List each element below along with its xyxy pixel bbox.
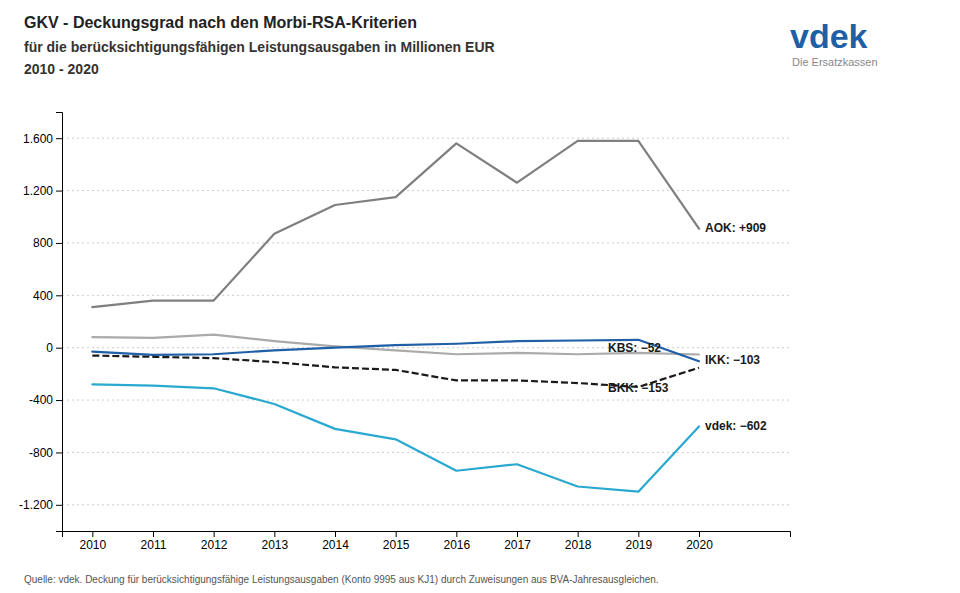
subtitle: für die berücksichtigungsfähigen Leistun… <box>24 39 495 55</box>
grid-line <box>62 190 790 191</box>
y-tick-label: 1.200 <box>23 184 53 198</box>
x-tick-mark <box>214 531 215 537</box>
x-tick-mark <box>699 531 700 537</box>
grid-line <box>62 504 790 505</box>
y-tick-label: 400 <box>33 289 53 303</box>
x-tick: 2013 <box>261 531 288 552</box>
y-tick-label: 800 <box>33 236 53 250</box>
annotations: AOK: +909 KBS: −52 IKK: −103 BKK: −153 vdek:… <box>608 221 767 433</box>
x-tick: 2010 <box>79 531 106 552</box>
x-tick-label: 2016 <box>443 538 470 552</box>
x-tick-mark <box>578 531 579 537</box>
x-tick: 2020 <box>686 531 713 552</box>
x-tick-mark <box>517 531 518 537</box>
annotation: vdek: −602 <box>705 419 767 433</box>
y-axis: -1.200 -800 -400 0 400 800 1.200 1.600 <box>19 113 63 532</box>
y-tick: 800 <box>33 236 62 250</box>
title: GKV - Deckungsgrad nach den Morbi-RSA-Kr… <box>24 14 417 31</box>
y-tick: -400 <box>29 393 62 407</box>
grid-line <box>62 452 790 453</box>
x-tick-label: 2020 <box>686 538 713 552</box>
grid-line <box>62 295 790 296</box>
annotation: KBS: −52 <box>608 341 661 355</box>
y-tick-label: -400 <box>29 393 53 407</box>
annotation: AOK: +909 <box>705 221 766 235</box>
y-tick-label: 0 <box>46 341 53 355</box>
x-axis: 2010 2011 2012 2013 2014 2015 2016 2017 2018 2019… <box>63 531 791 552</box>
series-line <box>92 141 699 307</box>
x-tick-mark <box>638 531 639 537</box>
y-tick: -800 <box>29 446 62 460</box>
subtitle: 2010 - 2020 <box>24 61 99 77</box>
x-tick-label: 2014 <box>322 538 349 552</box>
x-tick-label: 2017 <box>504 538 531 552</box>
y-tick-label: 1.600 <box>23 132 53 146</box>
x-tick-label: 2015 <box>383 538 410 552</box>
x-axis-line <box>63 532 791 538</box>
chart: GKV - Deckungsgrad nach den Morbi-RSA-Kr… <box>0 0 960 593</box>
logo-text: vdek <box>790 17 868 55</box>
x-tick-mark <box>456 531 457 537</box>
x-tick-label: 2011 <box>141 538 167 552</box>
plot-area <box>92 141 699 492</box>
y-tick-label: -1.200 <box>19 498 53 512</box>
x-tick-mark <box>153 531 154 537</box>
annotation: BKK: −153 <box>608 381 669 395</box>
y-tick-mark <box>56 505 62 506</box>
x-tick-label: 2019 <box>625 538 652 552</box>
x-tick: 2011 <box>141 531 167 552</box>
y-tick-mark <box>56 295 62 296</box>
x-tick: 2016 <box>443 531 470 552</box>
x-tick: 2015 <box>383 531 410 552</box>
y-tick: 400 <box>33 289 62 303</box>
grid-line <box>62 400 790 401</box>
annotation: IKK: −103 <box>705 353 760 367</box>
y-tick: -1.200 <box>19 498 62 512</box>
x-tick-mark <box>92 531 93 537</box>
x-tick: 2012 <box>201 531 228 552</box>
y-tick: 1.600 <box>23 132 62 146</box>
y-tick-mark <box>56 452 62 453</box>
grid <box>62 138 790 505</box>
x-tick-label: 2018 <box>565 538 592 552</box>
grid-line <box>62 242 790 243</box>
x-tick: 2019 <box>625 531 652 552</box>
y-tick-mark <box>56 138 62 139</box>
x-tick: 2017 <box>504 531 531 552</box>
x-tick-label: 2010 <box>79 538 106 552</box>
y-tick-mark <box>56 348 62 349</box>
footnote: Quelle: vdek. Deckung für berücksichtigu… <box>24 574 659 585</box>
y-axis-line <box>56 113 63 532</box>
y-tick-label: -800 <box>29 446 53 460</box>
y-tick-mark <box>56 400 62 401</box>
x-tick-mark <box>274 531 275 537</box>
y-tick-mark <box>56 191 62 192</box>
x-tick-mark <box>396 531 397 537</box>
x-tick: 2018 <box>565 531 592 552</box>
series-line <box>92 384 699 491</box>
x-tick-mark <box>335 531 336 537</box>
grid-line <box>62 347 790 348</box>
x-tick: 2014 <box>322 531 349 552</box>
x-tick-label: 2013 <box>261 538 288 552</box>
y-tick: 0 <box>46 341 62 355</box>
grid-line <box>62 138 790 139</box>
x-tick-label: 2012 <box>201 538 228 552</box>
y-tick: 1.200 <box>23 184 62 198</box>
y-tick-mark <box>56 243 62 244</box>
logo-subtext: Die Ersatzkassen <box>792 56 878 68</box>
